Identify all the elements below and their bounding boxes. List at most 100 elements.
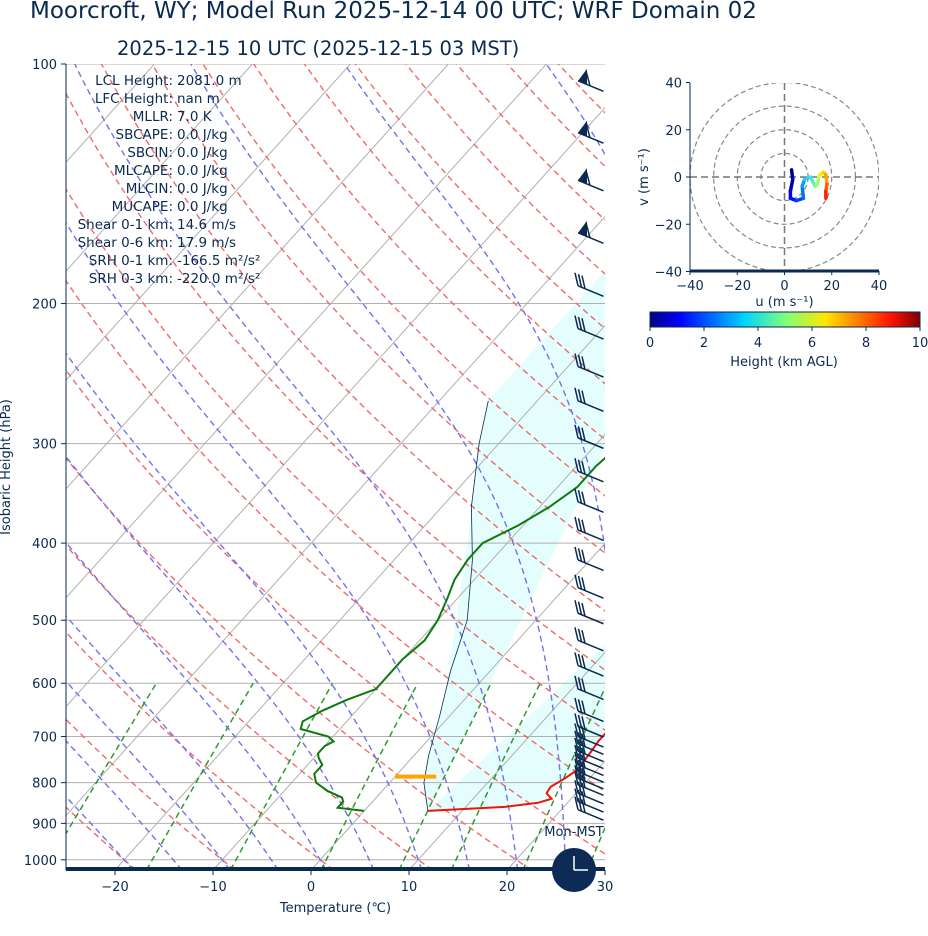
wind-barb-shaft <box>577 529 604 542</box>
wind-barb-flag <box>585 222 591 239</box>
dewpoint-line <box>299 456 605 812</box>
x-tick-label: −20 <box>101 880 128 895</box>
hodograph-y-tick-label: −40 <box>655 266 682 281</box>
wind-barb-flag <box>577 781 583 795</box>
hodograph-x-tick-label: 40 <box>871 279 888 294</box>
wind-barb-flag <box>577 316 583 331</box>
mixing-ratio-line <box>145 682 254 870</box>
hodograph-y-tick-label: 20 <box>665 124 682 139</box>
y-tick-label: 100 <box>32 58 57 73</box>
stat-value: 2081.0 m <box>177 73 242 89</box>
wind-barb-flag <box>581 740 586 754</box>
wind-barb-shaft <box>577 757 604 770</box>
stat-value: -220.0 m²/s² <box>177 271 260 287</box>
dry-adiabat-line <box>66 187 605 731</box>
wind-barb-shaft <box>577 688 604 701</box>
wind-barb-flag <box>574 652 579 666</box>
wind-barb-flag <box>574 315 579 329</box>
colorbar-tick-label: 4 <box>754 336 762 351</box>
wind-barb-flag <box>581 655 586 669</box>
wind-barb-flag <box>574 730 579 745</box>
dry-adiabat-line <box>66 544 433 870</box>
chart-subtitle: 2025-12-15 10 UTC (2025-12-15 03 MST) <box>117 37 520 60</box>
wind-barb-flag <box>577 628 583 642</box>
wind-barb-flag <box>574 788 579 802</box>
wind-barb-pennant <box>578 168 587 185</box>
x-tick-label: 0 <box>307 880 315 895</box>
wind-barb-flag <box>581 716 586 730</box>
stat-label: MUCAPE: <box>112 199 173 215</box>
wind-barb-flag <box>581 275 586 289</box>
stat-label: Shear 0-6 km: <box>78 235 173 251</box>
wind-barb <box>574 488 604 514</box>
stat-label: MLLR: <box>133 109 173 125</box>
wind-barb-shaft <box>577 777 604 790</box>
y-tick-label: 900 <box>32 817 57 832</box>
wind-barb-flag <box>581 549 586 563</box>
dry-adiabat-line <box>761 64 928 870</box>
wind-barb-flag <box>577 739 583 753</box>
wind-barb-shaft <box>577 664 604 677</box>
wind-barb <box>574 697 604 723</box>
y-tick-label: 500 <box>32 614 57 629</box>
hodograph-y-tick-label: 0 <box>674 171 682 186</box>
clock-icon: Mon-MST <box>544 825 604 892</box>
hodograph-trace-segment <box>788 177 795 193</box>
stat-label: LCL Height: <box>95 73 173 89</box>
x-tick-label: −10 <box>199 880 226 895</box>
wind-barb-flag <box>577 490 583 504</box>
wind-barb <box>577 220 604 245</box>
isotherm-line <box>66 64 449 490</box>
wind-barb-flag <box>581 754 586 768</box>
clock-label: Mon-MST <box>544 825 604 840</box>
dry-adiabat-line <box>66 279 605 793</box>
wind-barb <box>574 315 604 340</box>
wind-barb-flag <box>574 574 579 588</box>
x-tick-label: 10 <box>401 880 418 895</box>
y-tick-label: 600 <box>32 677 57 692</box>
wind-barb-flag <box>574 723 579 737</box>
y-tick-label: 400 <box>32 537 57 552</box>
isotherm-line <box>212 433 605 870</box>
hodograph-grid <box>690 83 879 271</box>
isotherm-line <box>66 107 605 708</box>
wind-barb-shaft <box>577 743 604 756</box>
wind-barb-flag <box>577 518 583 532</box>
wind-barb-shaft <box>577 808 604 821</box>
wind-barb-flag <box>577 426 583 440</box>
wind-barb-flag <box>577 773 583 787</box>
moist-adiabat-line <box>66 739 183 870</box>
skew-t-gridlines <box>66 64 928 870</box>
wind-barb-flag <box>581 318 586 332</box>
wind-barb-flag <box>581 761 586 775</box>
wind-barb-flag <box>577 653 583 668</box>
dry-adiabat-line <box>66 456 532 870</box>
hodograph-x-label: u (m s⁻¹) <box>755 295 813 310</box>
isotherm-line <box>114 324 605 870</box>
y-axis-label: Isobaric Height (hPa) <box>0 399 14 535</box>
wind-barb-flag <box>574 758 579 772</box>
y-tick-label: 1000 <box>24 854 57 869</box>
x-tick-label: 30 <box>597 880 614 895</box>
y-tick-label: 200 <box>32 298 57 313</box>
cin-shade <box>423 271 605 811</box>
stat-value: 14.6 m/s <box>177 217 236 233</box>
wind-barb-flag <box>577 797 583 812</box>
wind-barb-flag <box>574 771 579 785</box>
hodograph-trace-segment <box>800 184 806 201</box>
dry-adiabat-line <box>66 806 137 870</box>
stat-value: nan m <box>177 91 220 107</box>
x-tick-label: 20 <box>499 880 516 895</box>
moist-adiabat-line <box>66 795 135 870</box>
moist-adiabat-line <box>66 680 231 870</box>
wind-barb-shaft <box>577 735 604 748</box>
wind-barb-shaft <box>577 501 604 514</box>
wind-barb-shaft <box>577 639 604 652</box>
wind-barb-flag <box>581 602 586 617</box>
wind-barb-flag <box>574 675 579 690</box>
wind-barb-flag <box>577 732 583 746</box>
wind-barb-flag <box>574 424 579 439</box>
wind-barb-flag <box>581 519 586 533</box>
wind-barb-flag <box>574 488 579 503</box>
